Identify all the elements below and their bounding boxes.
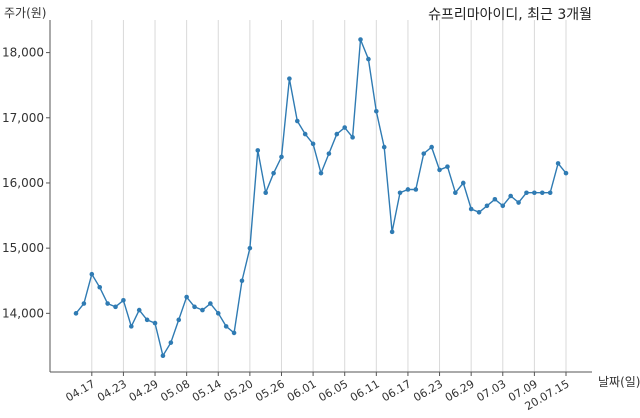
- data-point: [121, 297, 126, 303]
- y-tick-label: 16,000: [2, 176, 44, 190]
- data-point: [366, 56, 371, 62]
- data-point: [168, 340, 174, 345]
- data-point: [547, 190, 553, 196]
- x-tick-label: 04.29: [127, 377, 161, 404]
- data-point: [208, 301, 213, 306]
- data-point: [516, 200, 521, 205]
- data-point: [453, 190, 458, 196]
- data-point: [279, 154, 284, 160]
- data-point: [445, 164, 450, 169]
- data-point: [247, 245, 253, 251]
- data-point: [113, 304, 118, 310]
- data-point: [524, 190, 529, 196]
- x-tick-label: 07.03: [474, 377, 508, 404]
- y-tick-label: 15,000: [2, 241, 44, 255]
- data-point: [429, 144, 434, 150]
- x-tick-label: 04.17: [64, 377, 98, 404]
- data-point: [263, 190, 268, 196]
- data-point: [334, 131, 340, 137]
- data-point: [484, 203, 490, 209]
- x-tick-label: 05.20: [222, 377, 256, 404]
- x-tick-label: 05.08: [158, 377, 192, 404]
- data-point: [73, 311, 79, 316]
- x-tick-label: 05.26: [253, 377, 287, 404]
- data-point: [97, 284, 103, 290]
- data-point: [350, 135, 355, 140]
- y-axis-label: 주가(원): [4, 6, 47, 20]
- data-point: [310, 141, 316, 147]
- x-tick-label: 06.01: [285, 377, 319, 404]
- data-point: [326, 151, 332, 156]
- series-line: [75, 39, 567, 358]
- data-point: [405, 187, 411, 192]
- data-point: [397, 190, 403, 196]
- data-point: [215, 311, 221, 316]
- data-point: [302, 131, 308, 137]
- data-point: [421, 151, 427, 156]
- data-point: [358, 37, 363, 42]
- x-tick-label: 06.29: [443, 377, 477, 404]
- x-tick-label: 06.05: [316, 377, 350, 404]
- data-point: [271, 170, 276, 176]
- data-point: [381, 144, 387, 150]
- x-tick-label: 06.11: [348, 377, 382, 404]
- x-tick-label: 04.23: [95, 377, 129, 404]
- data-point: [563, 170, 569, 176]
- y-tick-label: 18,000: [2, 46, 44, 60]
- data-point: [89, 271, 95, 277]
- y-tick-label: 14,000: [2, 306, 44, 320]
- data-point: [81, 301, 87, 306]
- data-point: [532, 190, 537, 196]
- data-point: [223, 324, 229, 329]
- data-point: [287, 76, 292, 81]
- data-point: [129, 324, 134, 329]
- chart-title: 슈프리마아이디, 최근 3개월: [428, 7, 592, 23]
- data-point: [176, 317, 182, 323]
- data-point: [144, 317, 150, 323]
- data-point: [184, 294, 189, 300]
- data-point: [555, 161, 561, 166]
- data-point: [105, 301, 110, 306]
- data-point: [342, 125, 348, 130]
- x-tick-label: 05.14: [190, 377, 224, 404]
- data-point: [374, 108, 379, 114]
- x-axis-label: 날짜(일): [598, 375, 640, 389]
- data-point: [500, 203, 506, 209]
- data-point: [318, 170, 324, 176]
- y-tick-label: 17,000: [2, 111, 44, 125]
- data-point: [294, 118, 300, 124]
- data-point: [508, 193, 513, 199]
- data-point: [152, 320, 158, 326]
- data-point: [437, 167, 442, 173]
- data-point: [413, 187, 419, 192]
- data-point: [136, 307, 142, 313]
- data-point: [468, 206, 474, 212]
- data-point: [539, 190, 545, 196]
- data-point: [192, 304, 197, 310]
- data-point: [476, 209, 482, 215]
- data-point: [389, 229, 395, 235]
- data-point: [492, 196, 498, 202]
- data-point: [160, 353, 166, 359]
- x-tick-label: 06.23: [411, 377, 445, 404]
- x-tick-label: 06.17: [380, 377, 414, 404]
- data-point: [239, 278, 245, 284]
- data-point: [255, 148, 261, 153]
- data-point: [231, 330, 237, 336]
- data-point: [460, 180, 466, 186]
- data-point: [200, 307, 205, 313]
